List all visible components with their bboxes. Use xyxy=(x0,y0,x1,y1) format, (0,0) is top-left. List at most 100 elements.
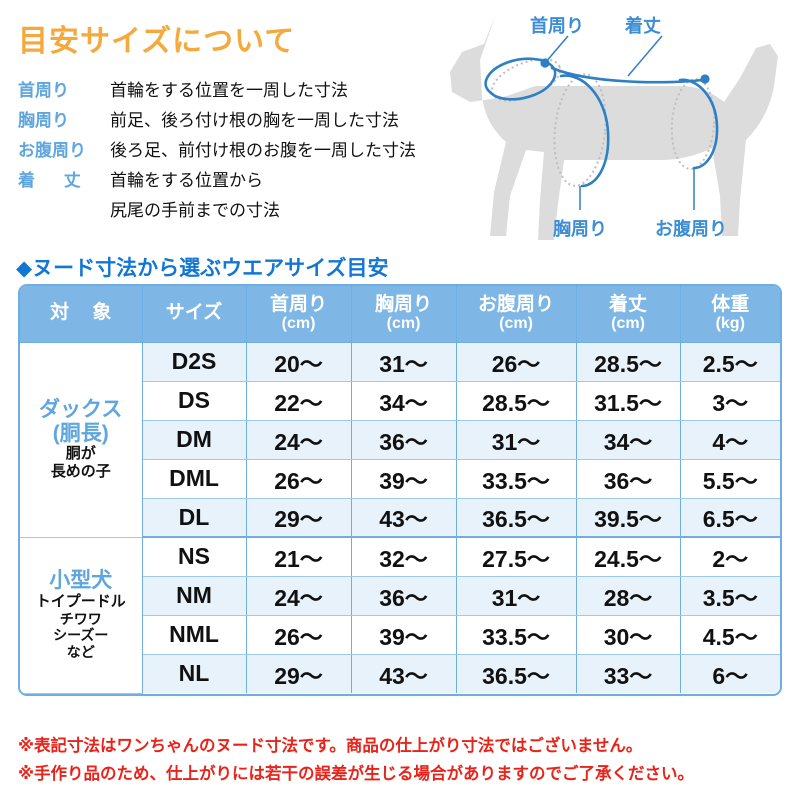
column-header-belly-label: お腹周り xyxy=(477,293,554,315)
cell-size: DML xyxy=(142,459,247,499)
cell-weight: 2.5～ xyxy=(680,342,780,382)
cell-neck: 24～ xyxy=(246,576,352,616)
dog-silhouette-icon xyxy=(450,14,778,240)
cell-neck: 26～ xyxy=(246,459,352,499)
column-header-target-label: 対 象 xyxy=(50,302,121,324)
cell-weight: 5.5～ xyxy=(680,459,780,499)
group-sub-label-4: など xyxy=(66,643,95,660)
diagram-label-length: 着丈 xyxy=(625,16,661,36)
cell-weight: 3.5～ xyxy=(680,576,780,616)
definition-desc-neck: 首輪をする位置を一周した寸法 xyxy=(110,81,348,100)
cell-belly: 26～ xyxy=(456,342,577,382)
group-sub-label-1: 胴が xyxy=(65,445,96,463)
cell-size: NL xyxy=(142,654,247,693)
definition-desc-chest: 前足、後ろ付け根の胸を一周した寸法 xyxy=(110,111,399,130)
column-header-chest: 胸周り (cm) xyxy=(351,286,457,343)
table-row: NM 24～ 36～ 31～ 28～ 3.5～ xyxy=(20,576,780,616)
table-row: ダックス (胴長) 胴が 長めの子 D2S 20～ 31～ 26～ 28.5～ … xyxy=(20,342,780,538)
cell-neck: 26～ xyxy=(246,615,352,655)
cell-size: D2S xyxy=(142,342,247,382)
column-header-size: サイズ xyxy=(142,286,247,343)
measurement-definitions: 首周り 首輪をする位置を一周した寸法 胸周り 前足、後ろ付け根の胸を一周した寸法… xyxy=(18,76,488,226)
cell-belly: 36.5～ xyxy=(456,654,577,693)
cell-neck: 29～ xyxy=(246,654,352,693)
group-main-label: 小型犬 xyxy=(49,569,113,593)
cell-weight: 2～ xyxy=(680,537,780,577)
cell-belly: 27.5～ xyxy=(456,537,577,577)
diagram-label-belly: お腹周り xyxy=(655,219,727,239)
cell-neck: 24～ xyxy=(246,420,352,460)
column-header-chest-label: 胸周り xyxy=(374,293,432,315)
table-row: NL 29～ 43～ 36.5～ 33～ 6～ xyxy=(20,654,780,693)
definition-term-neck: 首周り xyxy=(18,81,69,100)
group-sub-label-2: 長めの子 xyxy=(50,463,111,481)
cell-chest: 31～ xyxy=(351,342,457,382)
column-header-length-label: 着丈 xyxy=(608,293,647,315)
column-header-chest-unit: (cm) xyxy=(386,315,421,333)
cell-length: 33～ xyxy=(576,654,681,693)
cell-size: DL xyxy=(142,498,247,538)
cell-length: 24.5～ xyxy=(576,537,681,577)
table-header-row: 対 象 サイズ 首周り (cm) 胸周り (cm) お腹周り xyxy=(20,286,780,343)
cell-chest: 39～ xyxy=(351,459,457,499)
cell-size: DS xyxy=(142,381,247,421)
group-label-dachshund: ダックス (胴長) 胴が 長めの子 xyxy=(20,342,143,538)
chest-measure-ellipse xyxy=(553,73,610,188)
cell-length: 28～ xyxy=(576,576,681,616)
definition-term-chest: 胸周り xyxy=(18,111,69,130)
cell-neck: 21～ xyxy=(246,537,352,577)
column-header-neck-label: 首周り xyxy=(269,293,327,315)
definition-row: 胸周り 前足、後ろ付け根の胸を一周した寸法 xyxy=(18,106,488,136)
column-header-weight: 体重 (kg) xyxy=(680,286,780,343)
group-label-small-dog: 小型犬 トイプードル チワワ シーズー など xyxy=(20,537,143,694)
cell-length: 28.5～ xyxy=(576,342,681,382)
column-header-belly: お腹周り (cm) xyxy=(456,286,577,343)
cell-neck: 29～ xyxy=(246,498,352,538)
size-table-wrapper: 対 象 サイズ 首周り (cm) 胸周り (cm) お腹周り xyxy=(18,284,782,696)
cell-weight: 4.5～ xyxy=(680,615,780,655)
cell-weight: 3～ xyxy=(680,381,780,421)
neck-leader-line xyxy=(544,35,569,64)
diagram-label-neck: 首周り xyxy=(530,16,584,36)
cell-length: 39.5～ xyxy=(576,498,681,538)
cell-size: NM xyxy=(142,576,247,616)
cell-chest: 32～ xyxy=(351,537,457,577)
cell-belly: 33.5～ xyxy=(456,615,577,655)
column-header-weight-unit: (kg) xyxy=(715,315,745,333)
column-header-target: 対 象 xyxy=(20,286,143,343)
cell-chest: 36～ xyxy=(351,576,457,616)
cell-weight: 4～ xyxy=(680,420,780,460)
table-row: DS 22～ 34～ 28.5～ 31.5～ 3～ xyxy=(20,381,780,421)
cell-neck: 20～ xyxy=(246,342,352,382)
definition-row: 首周り 首輪をする位置を一周した寸法 xyxy=(18,76,488,106)
cell-weight: 6～ xyxy=(680,654,780,693)
size-table: 対 象 サイズ 首周り (cm) 胸周り (cm) お腹周り xyxy=(20,286,780,694)
footer-notes: ※表記寸法はワンちゃんのヌード寸法です。商品の仕上がり寸法ではございません。 ※… xyxy=(18,732,788,788)
cell-belly: 31～ xyxy=(456,420,577,460)
cell-size: NML xyxy=(142,615,247,655)
column-header-belly-unit: (cm) xyxy=(499,315,533,333)
group-sub-label-1: トイプードル xyxy=(35,592,126,610)
definition-row: 着 丈 首輪をする位置から xyxy=(18,166,488,196)
column-header-neck: 首周り (cm) xyxy=(246,286,352,343)
footer-note-1: ※表記寸法はワンちゃんのヌード寸法です。商品の仕上がり寸法ではございません。 xyxy=(18,737,643,755)
definition-row: お腹周り 後ろ足、前付け根のお腹を一周した寸法 xyxy=(18,136,488,166)
cell-length: 34～ xyxy=(576,420,681,460)
column-header-length-unit: (cm) xyxy=(611,315,645,333)
column-header-size-label: サイズ xyxy=(165,302,223,324)
cell-belly: 28.5～ xyxy=(456,381,577,421)
section-heading: ◆ヌード寸法から選ぶウエアサイズ目安 xyxy=(16,257,389,280)
page-title: 目安サイズについて xyxy=(18,25,296,58)
table-row: NML 26～ 39～ 33.5～ 30～ 4.5～ xyxy=(20,615,780,655)
cell-chest: 43～ xyxy=(351,654,457,693)
cell-chest: 34～ xyxy=(351,381,457,421)
cell-weight: 6.5～ xyxy=(680,498,780,538)
column-header-neck-unit: (cm) xyxy=(281,315,316,333)
definition-term-belly: お腹周り xyxy=(18,141,86,160)
table-row: DML 26～ 39～ 33.5～ 36～ 5.5～ xyxy=(20,459,780,499)
definition-desc-length: 首輪をする位置から xyxy=(110,171,263,190)
cell-belly: 31～ xyxy=(456,576,577,616)
table-row: DL 29～ 43～ 36.5～ 39.5～ 6.5～ xyxy=(20,498,780,538)
definition-desc-belly: 後ろ足、前付け根のお腹を一周した寸法 xyxy=(110,141,416,160)
